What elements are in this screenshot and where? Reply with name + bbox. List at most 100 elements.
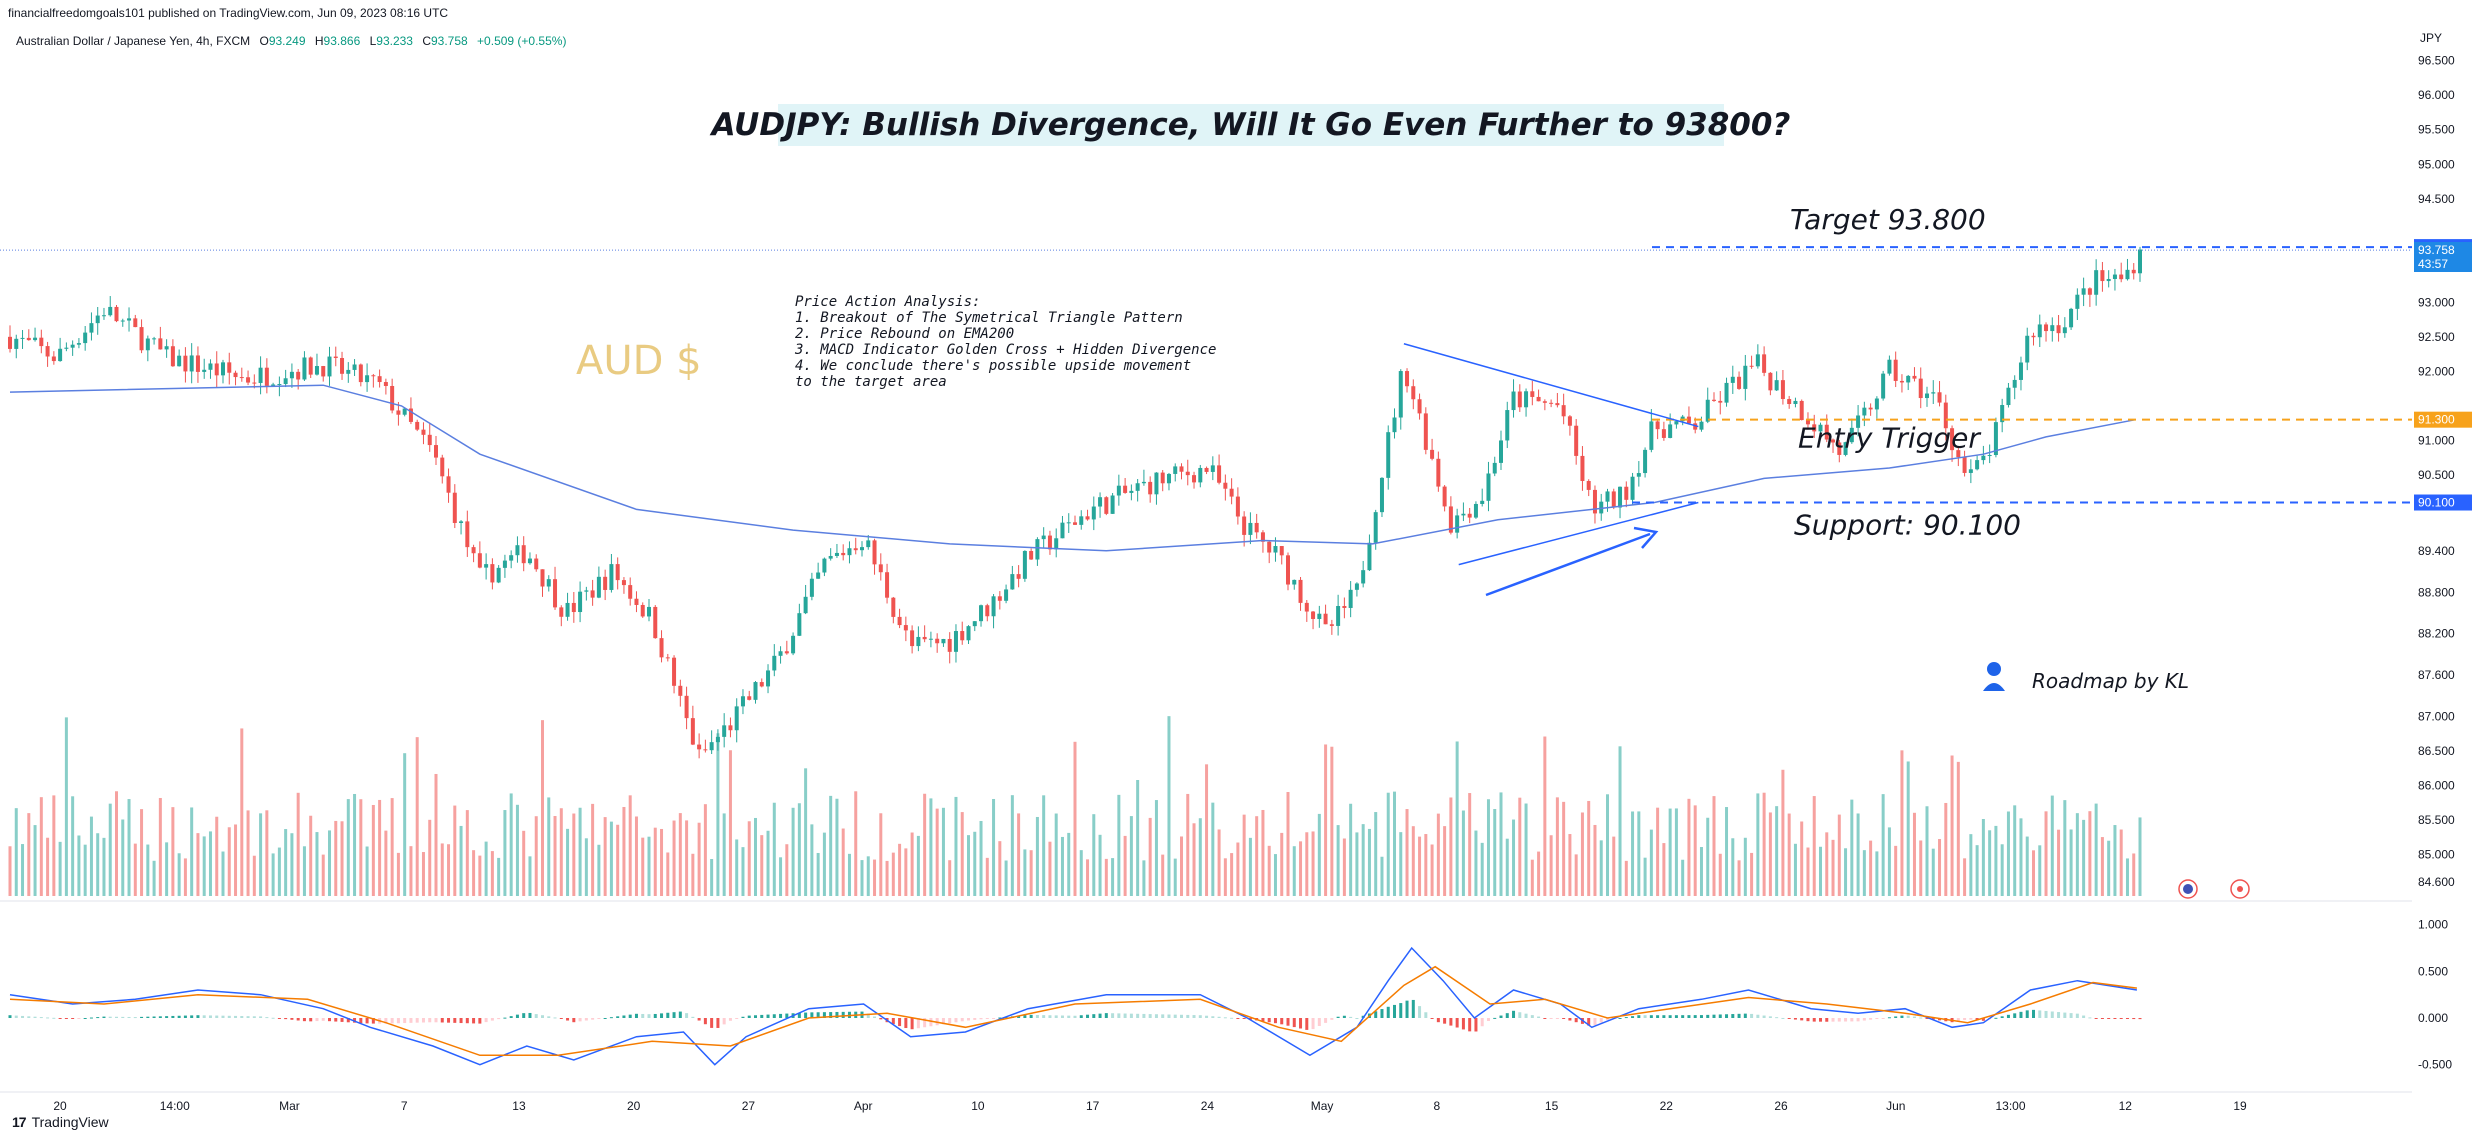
candle-body [233,372,238,378]
candle-body [1229,488,1234,497]
candle-body [540,569,545,587]
candle-body [2062,327,2067,334]
macd-histogram-bar [1668,1015,1672,1018]
time-tick-label: Jun [1886,1099,1905,1113]
time-tick-label: 10 [971,1099,985,1113]
candle-body [484,564,489,568]
candle-body [697,744,702,750]
candle-body [2087,288,2092,295]
macd-histogram-bar [1067,1015,1071,1018]
volume-bar [2025,836,2029,896]
volume-bar [2044,811,2048,896]
macd-histogram-bar [1418,1006,1422,1018]
tradingview-logo-icon[interactable]: 17 [12,1114,27,1130]
time-tick-label: 27 [742,1099,756,1113]
volume-bar [1261,809,1265,896]
volume-bar [923,793,927,896]
macd-histogram-bar [1111,1013,1115,1018]
volume-bar [1186,793,1190,896]
candle-body [145,338,150,351]
footer-brand[interactable]: TradingView [31,1114,109,1130]
volume-bar [2100,837,2104,896]
macd-histogram-bar [190,1015,194,1018]
candle-body [333,356,338,359]
macd-histogram-bar [171,1015,175,1018]
candle-body [1480,500,1485,504]
macd-histogram-bar [140,1016,144,1018]
macd-histogram-bar [371,1018,375,1024]
volume-bar [998,841,1002,896]
candle-body [1467,513,1472,518]
macd-histogram-bar [1912,1016,1916,1018]
volume-bar [603,817,607,896]
macd-histogram-bar [309,1018,313,1022]
volume-bar [459,825,463,896]
macd-histogram-bar [409,1018,413,1023]
macd-histogram-bar [2107,1018,2111,1019]
macd-histogram-bar [21,1015,25,1018]
macd-histogram-bar [754,1015,757,1018]
volume-bar [541,720,544,896]
volume-bar [760,835,764,896]
candle-body [2112,274,2117,279]
candle-body [653,606,658,639]
macd-histogram-bar [1073,1015,1077,1018]
candle-body [76,343,81,345]
volume-bar [1662,843,1666,896]
macd-histogram-bar [1230,1017,1234,1019]
volume-bar [2013,805,2017,896]
macd-histogram-bar [1637,1015,1641,1018]
candle-body [1956,450,1961,458]
volume-bar [1342,838,1346,896]
macd-histogram-bar [121,1016,125,1018]
candle-body [1361,570,1366,584]
volume-bar [547,797,551,896]
macd-histogram-bar [1887,1017,1891,1019]
macd-histogram-bar [89,1017,93,1019]
volume-bar [1048,841,1052,896]
macd-histogram-bar [584,1018,588,1021]
price-tick-label: 86.500 [2418,744,2455,758]
macd-histogram-bar [503,1017,507,1019]
volume-bar [1768,812,1772,896]
macd-histogram-bar [2019,1011,2023,1018]
candle-body [565,602,570,617]
volume-bar [672,820,676,896]
volume-bar [1148,817,1152,896]
candle-body [1486,473,1491,501]
volume-bar [1173,858,1177,896]
volume-bar [434,773,438,896]
annotation-line: 1. Breakout of The Symetrical Triangle P… [795,310,1183,326]
candle-body [1329,624,1334,626]
volume-bar [503,810,507,896]
volume-bar [346,799,350,896]
volume-bar [597,844,601,896]
volume-bar [390,798,394,896]
candle-body [1254,522,1259,533]
macd-histogram-bar [221,1015,225,1018]
volume-bar [1956,761,1960,896]
macd-histogram-bar [1825,1018,1829,1022]
macd-histogram-bar [641,1013,645,1018]
candle-body [1718,400,1723,403]
candle-body [603,576,608,590]
volume-bar [58,841,62,896]
volume-bar [885,860,889,896]
macd-histogram-bar [822,1012,826,1018]
price-tick-label: 96.000 [2418,88,2455,102]
candle-body [979,605,984,622]
macd-histogram-bar [2113,1018,2117,1019]
support-price-tag: 90.100 [2418,496,2455,510]
macd-histogram-bar [1530,1015,1534,1018]
volume-bar [1775,806,1779,896]
macd-histogram-bar [215,1015,219,1018]
macd-histogram-bar [1844,1018,1848,1022]
price-tick-label: 86.000 [2418,779,2455,793]
volume-bar [52,795,56,896]
macd-histogram-bar [2025,1010,2029,1018]
macd-histogram-bar [998,1017,1002,1019]
candle-body [264,367,269,386]
macd-histogram-bar [265,1017,269,1019]
volume-bar [1098,834,1102,896]
